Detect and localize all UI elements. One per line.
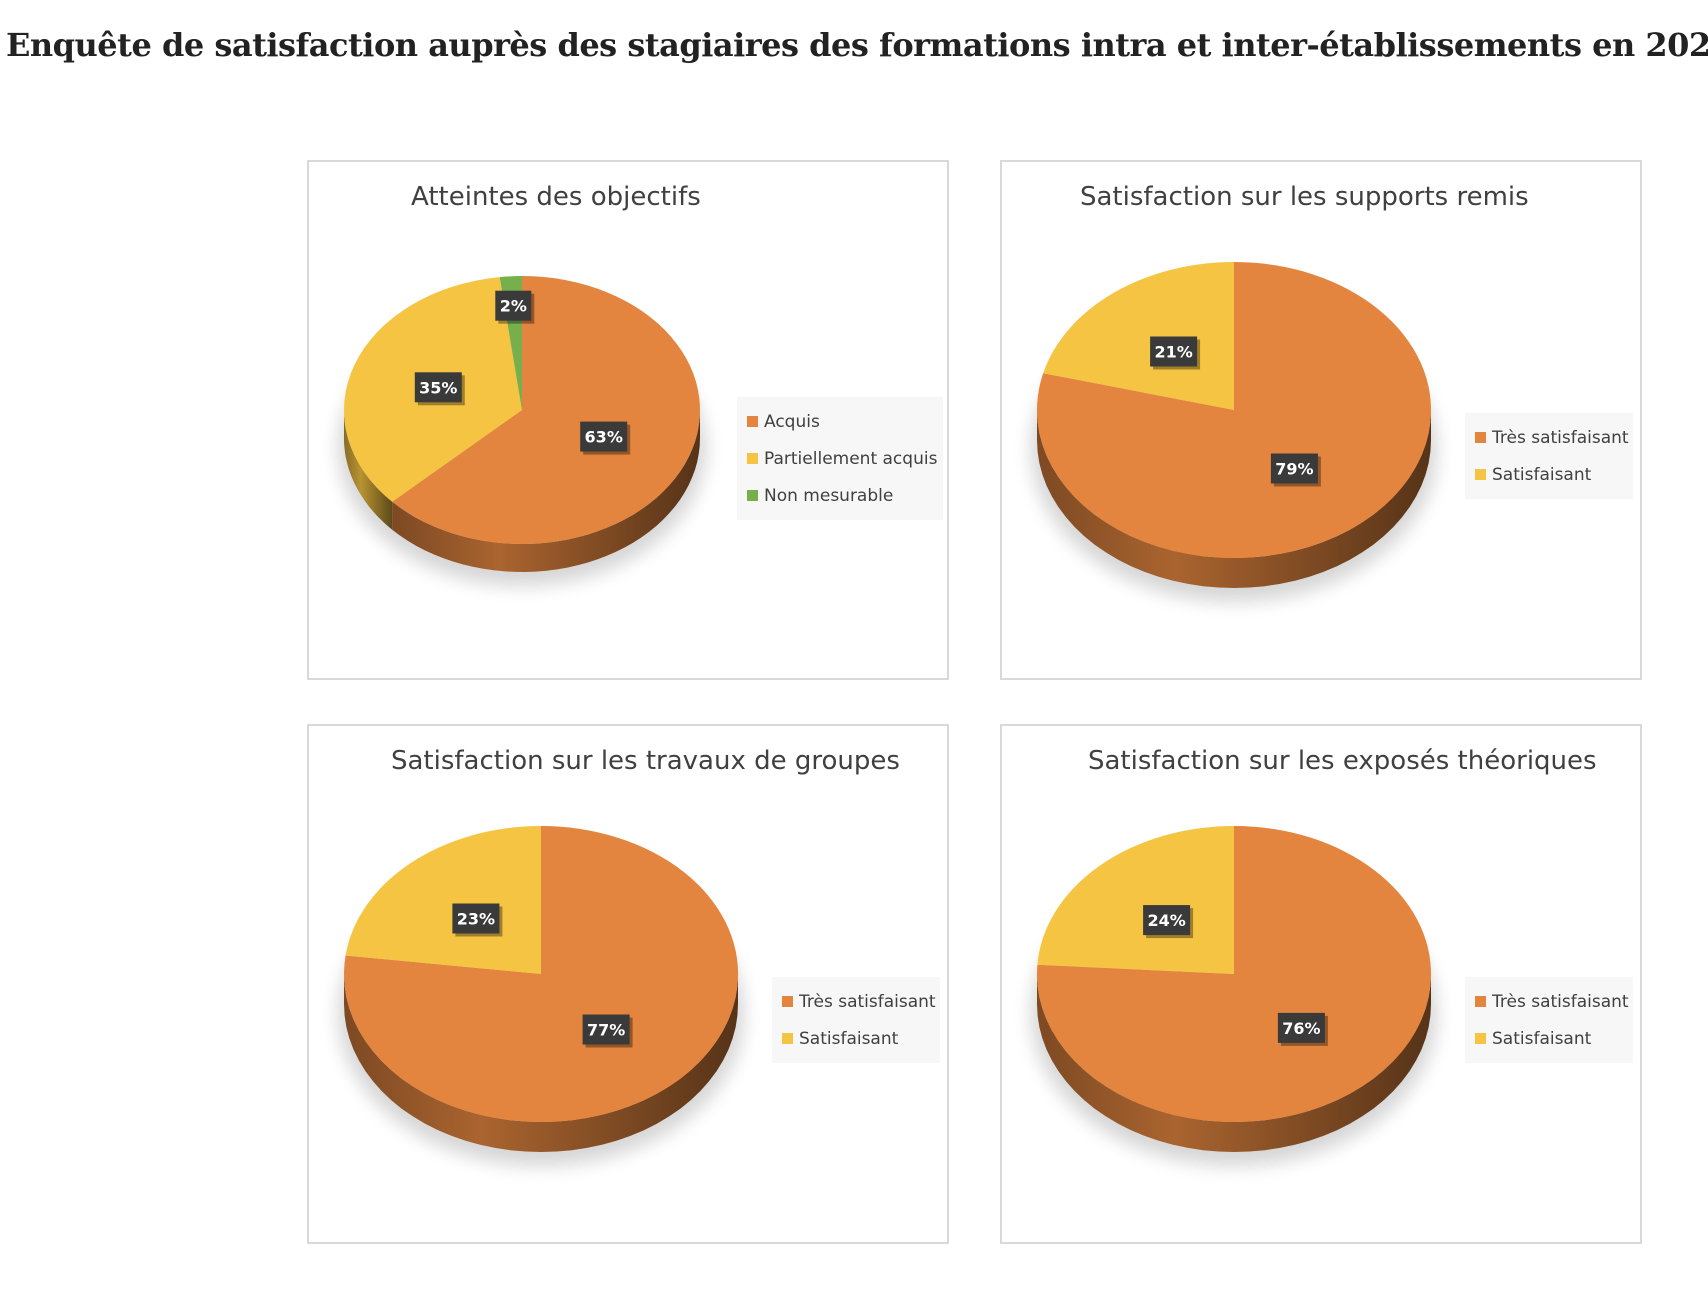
data-label: 79% [1270, 453, 1321, 487]
chart-legend: Acquis Partiellement acquis Non mesurabl… [737, 397, 943, 520]
legend-item-tres-satisfaisant: Très satisfaisant [782, 983, 936, 1020]
data-label: 2% [495, 290, 535, 324]
pie-slice-0 [1037, 262, 1432, 558]
chart-panel-travaux: Satisfaction sur les travaux de groupes … [307, 724, 949, 1244]
pie-slice-0 [344, 826, 739, 1122]
chart-title: Atteintes des objectifs [411, 182, 701, 212]
data-label: 24% [1143, 905, 1194, 939]
pie-slice-side-0 [392, 410, 700, 572]
legend-item-satisfaisant: Satisfaisant [782, 1020, 930, 1057]
svg-text:35%: 35% [419, 378, 457, 397]
svg-text:77%: 77% [587, 1021, 625, 1040]
pie-chart: 77% 23% [338, 826, 744, 1166]
svg-text:23%: 23% [457, 910, 495, 929]
svg-text:24%: 24% [1147, 911, 1185, 930]
chart-panel-exposes: Satisfaction sur les exposés théoriques … [1000, 724, 1642, 1244]
pie-slice-0 [1037, 826, 1432, 1122]
chart-legend: Très satisfaisant Satisfaisant [1465, 413, 1633, 499]
chart-legend: Très satisfaisant Satisfaisant [772, 977, 940, 1063]
pie-chart: 76% 24% [1031, 826, 1437, 1166]
svg-text:79%: 79% [1275, 460, 1313, 479]
svg-text:63%: 63% [585, 428, 623, 447]
legend-item-tres-satisfaisant: Très satisfaisant [1475, 983, 1629, 1020]
svg-text:76%: 76% [1282, 1019, 1320, 1038]
data-label: 76% [1277, 1012, 1328, 1046]
chart-panel-supports: Satisfaction sur les supports remis 79% 2… [1000, 160, 1642, 680]
legend-item-partiellement-acquis: Partiellement acquis [747, 440, 937, 477]
data-label: 21% [1150, 336, 1201, 370]
pie-slice-side-1 [344, 410, 393, 530]
legend-item-satisfaisant: Satisfaisant [1475, 1020, 1623, 1057]
pie-slice-side-0 [1037, 410, 1431, 588]
pie-chart: 79% 21% [1031, 262, 1437, 602]
chart-legend: Très satisfaisant Satisfaisant [1465, 977, 1633, 1063]
pie-slice-side-0 [344, 974, 738, 1152]
legend-item-non-mesurable: Non mesurable [747, 477, 933, 514]
pie-slice-1 [1037, 826, 1234, 974]
page-title: Enquête de satisfaction auprès des stagi… [6, 26, 1708, 64]
pie-chart: 63% 35% 2% [338, 276, 706, 586]
data-label: 35% [414, 372, 465, 406]
pie-slice-0 [392, 276, 700, 544]
pie-slice-1 [345, 826, 541, 974]
data-label: 23% [452, 903, 503, 937]
legend-item-tres-satisfaisant: Très satisfaisant [1475, 419, 1629, 456]
svg-text:2%: 2% [500, 297, 527, 316]
data-label: 63% [580, 421, 631, 455]
svg-text:21%: 21% [1154, 343, 1192, 362]
chart-panel-objectifs: Atteintes des objectifs 63% 35% 2% Acquis … [307, 160, 949, 680]
legend-item-acquis: Acquis [747, 403, 933, 440]
chart-title: Satisfaction sur les exposés théoriques [1088, 746, 1597, 776]
data-label: 77% [582, 1014, 633, 1048]
pie-slice-side-0 [1037, 974, 1431, 1152]
chart-title: Satisfaction sur les supports remis [1080, 182, 1529, 212]
pie-slice-1 [1043, 262, 1234, 410]
legend-item-satisfaisant: Satisfaisant [1475, 456, 1623, 493]
chart-title: Satisfaction sur les travaux de groupes [391, 746, 900, 776]
